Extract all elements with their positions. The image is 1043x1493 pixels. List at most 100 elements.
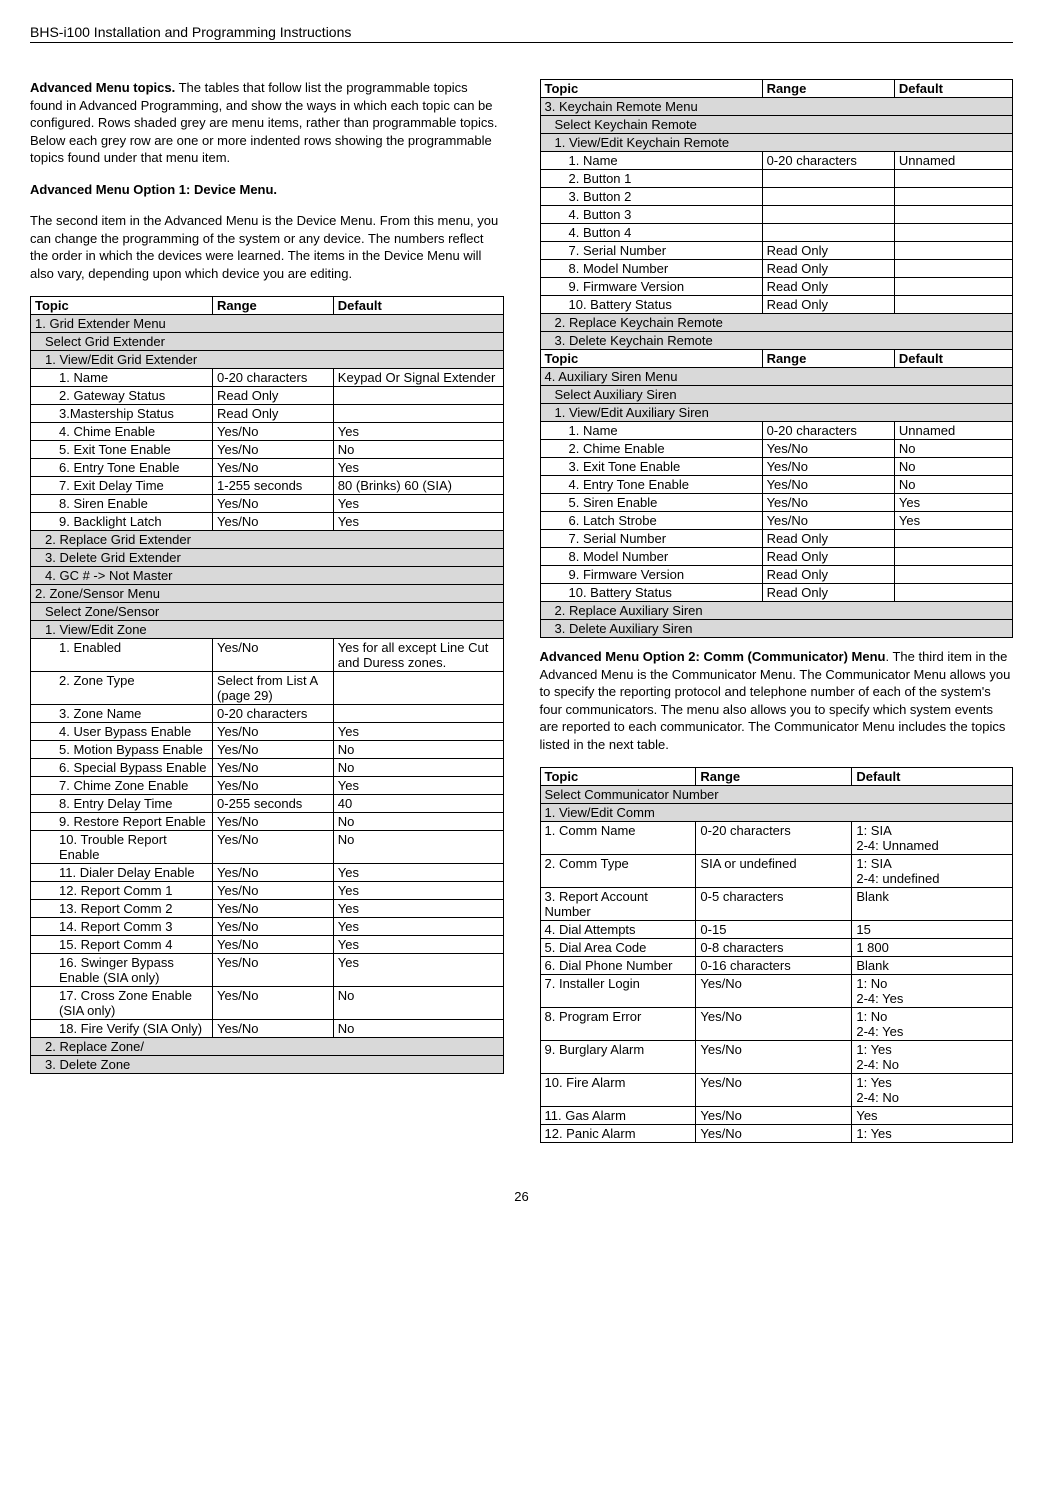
table-row: 8. Model NumberRead Only	[540, 548, 1013, 566]
table-cell	[762, 170, 894, 188]
table-row: 11. Gas AlarmYes/NoYes	[540, 1107, 1013, 1125]
table-row: 10. Trouble Report EnableYes/NoNo	[31, 831, 504, 864]
table-cell: Select from List A (page 29)	[213, 672, 334, 705]
table-cell: Yes/No	[213, 513, 334, 531]
table-row: 10. Battery StatusRead Only	[540, 296, 1013, 314]
table-row: 3. Report Account Number0-5 charactersBl…	[540, 888, 1013, 921]
menu-row: Select Keychain Remote	[540, 116, 1013, 134]
table-row: 1. Name0-20 charactersUnnamed	[540, 152, 1013, 170]
table-cell: 16. Swinger Bypass Enable (SIA only)	[31, 954, 213, 987]
table-row: 4. Dial Attempts0-1515	[540, 921, 1013, 939]
table-row: 6. Dial Phone Number0-16 charactersBlank	[540, 957, 1013, 975]
table-cell: Yes/No	[213, 1020, 334, 1038]
table-cell: No	[894, 476, 1012, 494]
table-header-row: Topic Range Default	[540, 350, 1013, 368]
table-cell: Yes/No	[762, 512, 894, 530]
table-row: 9. Firmware VersionRead Only	[540, 566, 1013, 584]
table-cell: Yes/No	[213, 882, 334, 900]
table-cell	[333, 405, 503, 423]
table-cell: 12. Panic Alarm	[540, 1125, 696, 1143]
table-cell: 1-255 seconds	[213, 477, 334, 495]
table-cell: 8. Model Number	[540, 548, 762, 566]
table-row: 6. Special Bypass EnableYes/NoNo	[31, 759, 504, 777]
table-cell: 9. Firmware Version	[540, 278, 762, 296]
intro-paragraph: Advanced Menu topics. The tables that fo…	[30, 79, 504, 167]
table-cell: Read Only	[762, 566, 894, 584]
table-cell: 10. Fire Alarm	[540, 1074, 696, 1107]
col-range: Range	[696, 768, 852, 786]
table-cell: 7. Installer Login	[540, 975, 696, 1008]
table-cell: 6. Dial Phone Number	[540, 957, 696, 975]
table-cell: Yes/No	[213, 741, 334, 759]
table-row: 10. Fire AlarmYes/No1: Yes 2-4: No	[540, 1074, 1013, 1107]
table-cell	[894, 296, 1012, 314]
table-cell: No	[333, 1020, 503, 1038]
table-cell: 13. Report Comm 2	[31, 900, 213, 918]
table-cell: 1. Name	[540, 152, 762, 170]
table-cell: Yes/No	[213, 441, 334, 459]
table-cell: 1. Enabled	[31, 639, 213, 672]
intro-lead: Advanced Menu topics.	[30, 80, 175, 95]
col-range: Range	[762, 80, 894, 98]
table-row: 1. Comm Name0-20 characters1: SIA 2-4: U…	[540, 822, 1013, 855]
menu-row: 3. Delete Zone	[31, 1056, 504, 1074]
table-header-row: Topic Range Default	[31, 297, 504, 315]
table-row: 7. Serial NumberRead Only	[540, 242, 1013, 260]
right-column: Topic Range Default 3. Keychain Remote M…	[540, 79, 1014, 1149]
table-cell: Yes	[852, 1107, 1013, 1125]
table-cell	[894, 548, 1012, 566]
table-row: 1. Name0-20 charactersKeypad Or Signal E…	[31, 369, 504, 387]
table-cell: Yes/No	[762, 494, 894, 512]
table-cell: 9. Burglary Alarm	[540, 1041, 696, 1074]
table-row: 12. Report Comm 1Yes/NoYes	[31, 882, 504, 900]
table-cell: 1 800	[852, 939, 1013, 957]
table-cell: Yes/No	[696, 975, 852, 1008]
table-cell: 0-20 characters	[762, 422, 894, 440]
table-row: 5. Motion Bypass EnableYes/NoNo	[31, 741, 504, 759]
table-cell: 8. Model Number	[540, 260, 762, 278]
table-cell: 11. Gas Alarm	[540, 1107, 696, 1125]
table-row: 10. Battery StatusRead Only	[540, 584, 1013, 602]
table-cell: 3. Button 2	[540, 188, 762, 206]
table-row: 15. Report Comm 4Yes/NoYes	[31, 936, 504, 954]
table-row: 2. Comm TypeSIA or undefined1: SIA 2-4: …	[540, 855, 1013, 888]
menu-row: 1. View/Edit Zone	[31, 621, 504, 639]
table-cell: Yes	[333, 918, 503, 936]
table-cell: 2. Gateway Status	[31, 387, 213, 405]
option1-body: The second item in the Advanced Menu is …	[30, 212, 504, 282]
table-header-row: Topic Range Default	[540, 768, 1013, 786]
menu-row: 2. Replace Zone/	[31, 1038, 504, 1056]
table-cell: 1: SIA 2-4: undefined	[852, 855, 1013, 888]
table-cell: No	[333, 831, 503, 864]
menu-row: 3. Delete Grid Extender	[31, 549, 504, 567]
menu-row: 1. View/Edit Grid Extender	[31, 351, 504, 369]
table-cell: Unnamed	[894, 152, 1012, 170]
table-cell	[762, 188, 894, 206]
table-row: 4. Button 4	[540, 224, 1013, 242]
menu-row: 2. Zone/Sensor Menu	[31, 585, 504, 603]
table-cell	[894, 584, 1012, 602]
table-cell: 0-20 characters	[696, 822, 852, 855]
table-cell: Read Only	[762, 584, 894, 602]
table-row: 14. Report Comm 3Yes/NoYes	[31, 918, 504, 936]
table-cell: Yes	[333, 423, 503, 441]
table-cell: 2. Comm Type	[540, 855, 696, 888]
table-cell: 1. Comm Name	[540, 822, 696, 855]
table-row: 9. Firmware VersionRead Only	[540, 278, 1013, 296]
table-cell: 7. Exit Delay Time	[31, 477, 213, 495]
table-cell: 9. Firmware Version	[540, 566, 762, 584]
table-row: 2. Button 1	[540, 170, 1013, 188]
page-number: 26	[30, 1189, 1013, 1204]
table-row: 2. Gateway StatusRead Only	[31, 387, 504, 405]
col-range: Range	[213, 297, 334, 315]
table-cell	[894, 224, 1012, 242]
table-row: 7. Chime Zone EnableYes/NoYes	[31, 777, 504, 795]
table-cell: 0-16 characters	[696, 957, 852, 975]
table-cell: 10. Battery Status	[540, 584, 762, 602]
table-cell: No	[894, 458, 1012, 476]
menu-row: 4. Auxiliary Siren Menu	[540, 368, 1013, 386]
left-column: Advanced Menu topics. The tables that fo…	[30, 79, 504, 1149]
table-row: 4. Button 3	[540, 206, 1013, 224]
table-cell	[762, 206, 894, 224]
table-row: 9. Backlight LatchYes/NoYes	[31, 513, 504, 531]
